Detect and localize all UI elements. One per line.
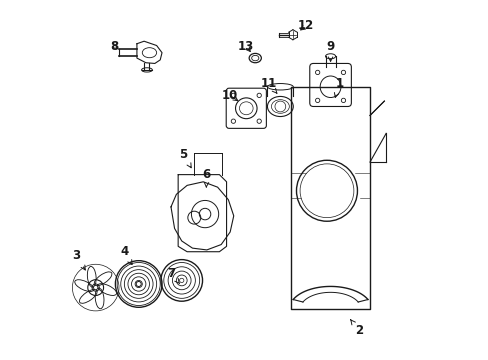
- Text: 1: 1: [334, 77, 343, 98]
- Text: 9: 9: [326, 40, 334, 61]
- Text: 8: 8: [110, 40, 119, 53]
- Text: 12: 12: [298, 19, 314, 32]
- Text: 6: 6: [203, 168, 210, 187]
- Text: 5: 5: [179, 148, 191, 168]
- Text: 13: 13: [238, 40, 254, 53]
- Text: 2: 2: [350, 320, 363, 337]
- Text: 11: 11: [260, 77, 276, 93]
- Text: 7: 7: [166, 267, 179, 284]
- Text: 4: 4: [120, 245, 132, 265]
- Text: 3: 3: [72, 249, 85, 270]
- Text: 10: 10: [222, 89, 238, 102]
